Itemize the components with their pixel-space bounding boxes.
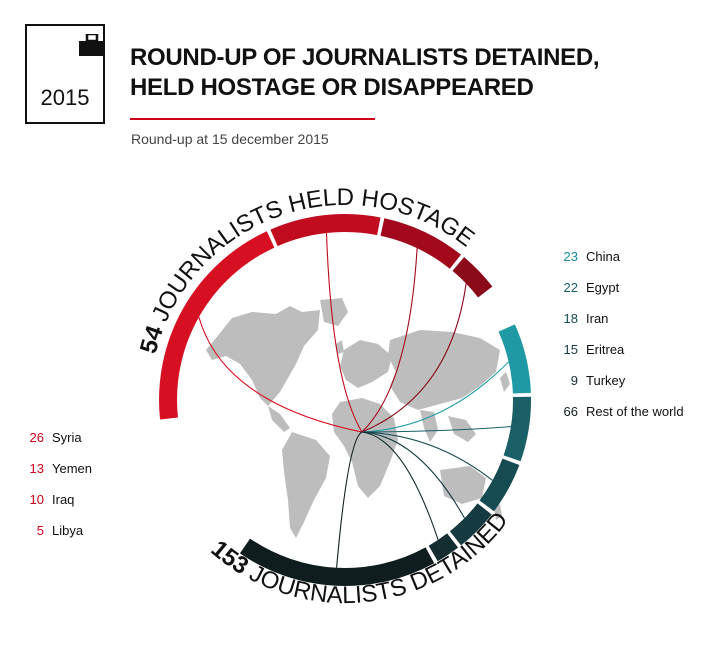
legend-item-eritrea: 15 Eritrea xyxy=(556,342,684,358)
subtitle: Round-up at 15 december 2015 xyxy=(131,131,329,147)
title-line-2: HELD HOSTAGE OR DISAPPEARED xyxy=(130,74,534,101)
arc-segment-yemen xyxy=(270,214,381,247)
ring-segments xyxy=(159,214,532,586)
map-europe xyxy=(340,340,392,388)
map-south-asia xyxy=(420,410,438,442)
legend-label: China xyxy=(586,249,620,264)
curve-syria xyxy=(198,316,363,433)
legend-item-yemen: 13 Yemen xyxy=(26,461,92,477)
legend-value: 9 xyxy=(570,373,578,388)
map-north-america xyxy=(206,306,320,406)
map-south-america xyxy=(282,432,330,538)
arc-segment-eritrea xyxy=(449,503,492,546)
map-central-america xyxy=(268,406,290,432)
legend-label: Egypt xyxy=(586,280,620,295)
legend-value: 26 xyxy=(29,430,44,445)
legend-value: 13 xyxy=(29,461,44,476)
world-map xyxy=(206,298,510,538)
curve-iran xyxy=(361,431,493,481)
arc-segment-syria xyxy=(159,231,275,420)
arc-segment-rest-of-the-world xyxy=(239,538,435,586)
legend-label: Eritrea xyxy=(586,342,625,357)
arc-segment-egypt xyxy=(503,396,532,462)
legend-label: Iran xyxy=(586,311,609,326)
legend-label: Libya xyxy=(52,523,84,538)
curve-iraq xyxy=(361,248,418,433)
arc-segment-iraq xyxy=(380,218,462,269)
legend-value: 22 xyxy=(563,280,578,295)
legend-item-egypt: 22 Egypt xyxy=(556,280,684,296)
map-southeast-asia xyxy=(448,416,476,442)
curve-eritrea xyxy=(361,431,465,519)
curve-rest-of-the-world xyxy=(336,431,363,568)
legend-item-iran: 18 Iran xyxy=(556,311,684,327)
title-rule xyxy=(130,118,375,120)
legend-item-iraq: 10 Iraq xyxy=(26,492,92,508)
hostage-legend: 26 Syria 13 Yemen 10 Iraq 5 Libya xyxy=(26,430,92,539)
legend-label: Iraq xyxy=(52,492,75,507)
legend-value: 15 xyxy=(563,342,578,357)
arc-segment-turkey xyxy=(428,533,459,562)
map-japan xyxy=(500,372,510,392)
map-greenland xyxy=(320,298,348,326)
clipboard-clip-icon xyxy=(79,34,105,56)
legend-value: 23 xyxy=(563,249,578,264)
connector-curves xyxy=(198,232,511,568)
legend-label: Yemen xyxy=(52,461,92,476)
page-title: ROUND-UP OF JOURNALISTS DETAINED, HELD H… xyxy=(130,43,600,103)
year-badge: 2015 xyxy=(25,24,105,124)
curve-libya xyxy=(361,283,467,433)
legend-label: Turkey xyxy=(586,373,626,388)
map-uk xyxy=(336,340,344,354)
arc-segment-libya xyxy=(452,257,493,298)
legend-item-rest-of-world: 66 Rest of the world xyxy=(556,404,684,420)
curve-china xyxy=(361,361,509,433)
legend-value: 5 xyxy=(36,523,44,538)
title-line-1: ROUND-UP OF JOURNALISTS DETAINED, xyxy=(130,44,600,71)
legend-item-turkey: 9 Turkey xyxy=(556,373,684,389)
year-label: 2015 xyxy=(40,85,90,110)
map-australia xyxy=(440,466,486,504)
legend-label: Rest of the world xyxy=(586,404,684,419)
legend-item-libya: 5 Libya xyxy=(26,523,92,539)
detained-legend: 23 China 22 Egypt 18 Iran 15 Eritrea 9 Turkey… xyxy=(556,249,684,420)
legend-value: 18 xyxy=(563,311,578,326)
legend-label: Syria xyxy=(52,430,82,445)
legend-item-china: 23 China xyxy=(556,249,684,265)
arc-segment-china xyxy=(498,324,531,394)
legend-item-syria: 26 Syria xyxy=(26,430,92,446)
curve-turkey xyxy=(361,431,439,540)
map-asia xyxy=(388,330,500,410)
legend-value: 10 xyxy=(29,492,44,507)
curve-egypt xyxy=(361,426,511,433)
map-africa xyxy=(332,398,398,498)
curve-yemen xyxy=(325,232,363,433)
arc-segment-iran xyxy=(479,458,520,512)
legend-value: 66 xyxy=(563,404,578,419)
